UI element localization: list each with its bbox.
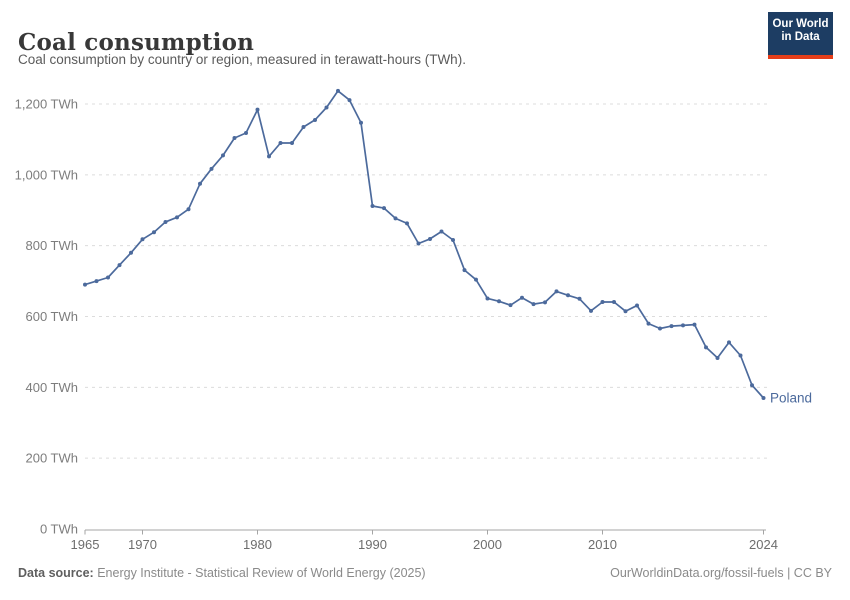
data-point	[750, 383, 754, 388]
data-point	[531, 302, 536, 307]
data-point	[209, 166, 214, 171]
y-axis-tick-label: 1,000 TWh	[15, 167, 78, 182]
owid-logo[interactable]: Our World in Data	[768, 12, 833, 59]
data-point	[451, 238, 455, 242]
data-point	[508, 303, 513, 308]
x-axis-tick-label: 1965	[71, 537, 100, 552]
data-point	[692, 322, 697, 327]
data-point	[416, 241, 421, 246]
data-point	[129, 250, 133, 255]
data-point	[324, 105, 329, 110]
data-point	[600, 299, 605, 304]
series-end-label: Poland	[770, 390, 812, 405]
data-point	[623, 309, 628, 314]
data-point	[393, 216, 398, 221]
data-point	[267, 154, 271, 159]
data-point	[94, 279, 99, 284]
data-point	[428, 236, 432, 241]
owid-logo-line1: Our World	[772, 18, 829, 30]
data-point	[658, 326, 662, 331]
data-point	[198, 181, 202, 186]
data-point	[290, 140, 294, 145]
data-point	[106, 275, 110, 280]
data-point	[474, 277, 478, 282]
data-point	[221, 153, 225, 158]
data-point	[715, 355, 720, 360]
footer-right: OurWorldinData.org/fossil-fuels | CC BY	[610, 566, 832, 580]
chart-title: Coal consumption	[18, 29, 255, 57]
data-source-note: Data source: Energy Institute - Statisti…	[18, 566, 426, 580]
data-source-label: Data source:	[18, 566, 94, 580]
y-axis-tick-label: 800 TWh	[25, 238, 78, 253]
data-point	[727, 340, 731, 345]
data-point	[589, 308, 593, 313]
data-point	[382, 206, 386, 211]
data-point	[301, 125, 306, 130]
data-point	[635, 303, 639, 308]
footer-separator: |	[783, 566, 794, 580]
data-point	[83, 282, 87, 287]
data-source-text: Energy Institute - Statistical Review of…	[93, 566, 426, 580]
y-axis-tick-label: 400 TWh	[25, 380, 78, 395]
data-point	[186, 207, 191, 212]
data-point	[347, 98, 352, 103]
x-axis-tick-label: 2024	[749, 537, 778, 552]
data-point	[612, 299, 616, 304]
data-point	[163, 219, 168, 224]
data-point	[336, 88, 340, 93]
x-axis-tick-label: 2010	[588, 537, 617, 552]
data-point	[738, 353, 743, 358]
footer-link[interactable]: OurWorldinData.org/fossil-fuels	[610, 566, 784, 580]
data-point	[232, 136, 237, 140]
data-point	[278, 140, 283, 145]
data-point	[255, 107, 260, 112]
data-point	[370, 204, 375, 208]
data-point	[646, 321, 651, 326]
data-point	[244, 131, 248, 136]
data-point	[485, 296, 490, 301]
data-point	[313, 117, 317, 122]
y-axis-tick-label: 200 TWh	[25, 451, 78, 466]
owid-logo-line2: in Data	[781, 31, 820, 43]
data-point	[359, 120, 363, 125]
data-point	[152, 230, 156, 235]
data-point	[439, 229, 444, 234]
y-axis-tick-label: 600 TWh	[25, 309, 78, 324]
x-axis-tick-label: 1990	[358, 537, 387, 552]
data-point	[577, 296, 582, 301]
data-point	[704, 345, 708, 350]
x-axis-tick-label: 2000	[473, 537, 502, 552]
data-point	[497, 299, 501, 304]
data-point	[681, 323, 685, 328]
x-axis-tick-label: 1970	[128, 537, 157, 552]
data-point	[405, 221, 409, 226]
chart-subtitle: Coal consumption by country or region, m…	[18, 52, 466, 67]
y-axis-tick-label: 1,200 TWh	[15, 97, 78, 112]
x-axis-tick-label: 1980	[243, 537, 272, 552]
data-point	[117, 263, 122, 268]
data-point	[761, 395, 766, 400]
chart-footer: Data source: Energy Institute - Statisti…	[18, 566, 832, 580]
data-point	[566, 293, 570, 298]
data-point	[462, 268, 467, 273]
data-point	[669, 324, 674, 329]
footer-license: CC BY	[793, 566, 832, 580]
data-point	[140, 237, 145, 242]
data-point	[543, 300, 547, 305]
data-point	[554, 289, 559, 294]
y-axis-tick-label: 0 TWh	[40, 522, 78, 537]
data-point	[175, 215, 179, 220]
data-point	[520, 295, 524, 300]
poland-line	[84, 90, 765, 399]
